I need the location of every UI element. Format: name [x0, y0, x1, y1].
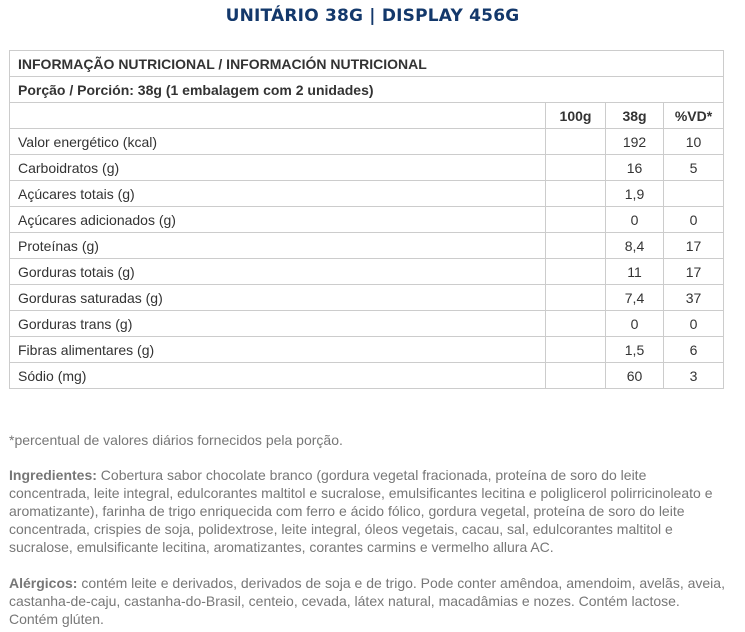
value-100g — [545, 154, 606, 181]
row-label: Carboidratos (g) — [9, 154, 546, 181]
value-100g — [545, 336, 606, 363]
col-vd: %VD* — [663, 102, 724, 129]
value-100g — [545, 180, 606, 207]
table-row: Gorduras saturadas (g) 7,4 37 — [9, 284, 724, 311]
row-label: Sódio (mg) — [9, 362, 546, 389]
value-38g: 0 — [605, 310, 664, 337]
ingredients-label: Ingredientes: — [9, 467, 97, 483]
value-vd: 0 — [663, 310, 724, 337]
col-38g: 38g — [605, 102, 664, 129]
row-label: Açúcares adicionados (g) — [9, 206, 546, 233]
value-100g — [545, 206, 606, 233]
value-100g — [545, 232, 606, 259]
value-38g: 60 — [605, 362, 664, 389]
table-row: Sódio (mg) 60 3 — [9, 362, 724, 389]
ingredients: Ingredientes: Cobertura sabor chocolate … — [9, 466, 729, 556]
value-vd: 6 — [663, 336, 724, 363]
value-vd: 17 — [663, 232, 724, 259]
nutrition-table: INFORMAÇÃO NUTRICIONAL / INFORMACIÓN NUT… — [9, 50, 724, 389]
value-100g — [545, 284, 606, 311]
table-row: Gorduras totais (g) 11 17 — [9, 258, 724, 285]
row-label: Fibras alimentares (g) — [9, 336, 546, 363]
header-row: 100g 38g %VD* — [9, 102, 724, 129]
value-38g: 8,4 — [605, 232, 664, 259]
row-label: Gorduras saturadas (g) — [9, 284, 546, 311]
footnote: *percentual de valores diários fornecido… — [9, 432, 343, 448]
allergens-text: contém leite e derivados, derivados de s… — [9, 575, 725, 627]
row-label: Valor energético (kcal) — [9, 128, 546, 155]
row-label: Gorduras totais (g) — [9, 258, 546, 285]
table-heading: INFORMAÇÃO NUTRICIONAL / INFORMACIÓN NUT… — [9, 50, 724, 77]
portion-row: Porção / Porción: 38g (1 embalagem com 2… — [9, 76, 724, 103]
table-row: Gorduras trans (g) 0 0 — [9, 310, 724, 337]
table-row: Carboidratos (g) 16 5 — [9, 154, 724, 181]
value-38g: 11 — [605, 258, 664, 285]
row-label: Proteínas (g) — [9, 232, 546, 259]
ingredients-text: Cobertura sabor chocolate branco (gordur… — [9, 467, 713, 555]
value-38g: 1,9 — [605, 180, 664, 207]
value-100g — [545, 258, 606, 285]
table-row: Valor energético (kcal) 192 10 — [9, 128, 724, 155]
value-vd: 37 — [663, 284, 724, 311]
value-38g: 1,5 — [605, 336, 664, 363]
value-vd: 5 — [663, 154, 724, 181]
row-label: Açúcares totais (g) — [9, 180, 546, 207]
page-title: UNITÁRIO 38G | DISPLAY 456G — [225, 6, 520, 26]
value-vd — [663, 180, 724, 207]
table-row: Açúcares totais (g) 1,9 — [9, 180, 724, 207]
value-38g: 16 — [605, 154, 664, 181]
value-38g: 192 — [605, 128, 664, 155]
row-label: Gorduras trans (g) — [9, 310, 546, 337]
allergens-label: Alérgicos: — [9, 575, 78, 591]
allergens: Alérgicos: contém leite e derivados, der… — [9, 574, 729, 628]
value-100g — [545, 128, 606, 155]
table-row: Fibras alimentares (g) 1,5 6 — [9, 336, 724, 363]
col-100g: 100g — [545, 102, 606, 129]
table-row: Açúcares adicionados (g) 0 0 — [9, 206, 724, 233]
value-100g — [545, 310, 606, 337]
value-vd: 17 — [663, 258, 724, 285]
value-38g: 0 — [605, 206, 664, 233]
value-vd: 3 — [663, 362, 724, 389]
value-100g — [545, 362, 606, 389]
value-vd: 0 — [663, 206, 724, 233]
table-row: Proteínas (g) 8,4 17 — [9, 232, 724, 259]
value-38g: 7,4 — [605, 284, 664, 311]
value-vd: 10 — [663, 128, 724, 155]
